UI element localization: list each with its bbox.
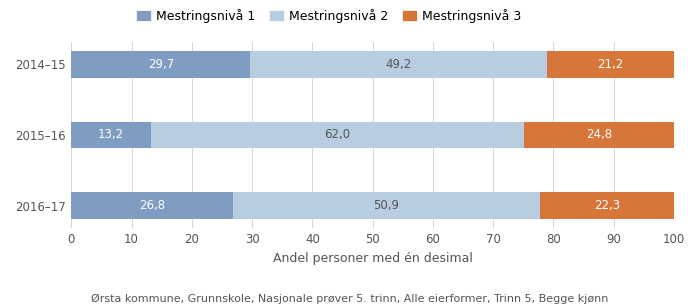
Bar: [233, 192, 540, 219]
Bar: [251, 51, 547, 78]
Bar: [547, 51, 675, 78]
Bar: [71, 192, 233, 219]
Text: 22,3: 22,3: [594, 199, 620, 212]
Text: 29,7: 29,7: [148, 58, 174, 71]
Text: 13,2: 13,2: [98, 129, 124, 141]
Bar: [150, 122, 524, 148]
Text: 24,8: 24,8: [586, 129, 612, 141]
Text: 50,9: 50,9: [373, 199, 399, 212]
Bar: [71, 122, 150, 148]
Text: 49,2: 49,2: [386, 58, 412, 71]
Text: 26,8: 26,8: [139, 199, 165, 212]
Legend: Mestringsnivå 1, Mestringsnivå 2, Mestringsnivå 3: Mestringsnivå 1, Mestringsnivå 2, Mestri…: [134, 6, 524, 25]
Text: Ørsta kommune, Grunnskole, Nasjonale prøver 5. trinn, Alle eierformer, Trinn 5, : Ørsta kommune, Grunnskole, Nasjonale prø…: [91, 294, 609, 304]
Bar: [71, 51, 251, 78]
Text: 21,2: 21,2: [598, 58, 624, 71]
Text: 62,0: 62,0: [325, 129, 351, 141]
Bar: [524, 122, 674, 148]
Bar: [540, 192, 674, 219]
X-axis label: Andel personer med én desimal: Andel personer med én desimal: [273, 252, 472, 265]
